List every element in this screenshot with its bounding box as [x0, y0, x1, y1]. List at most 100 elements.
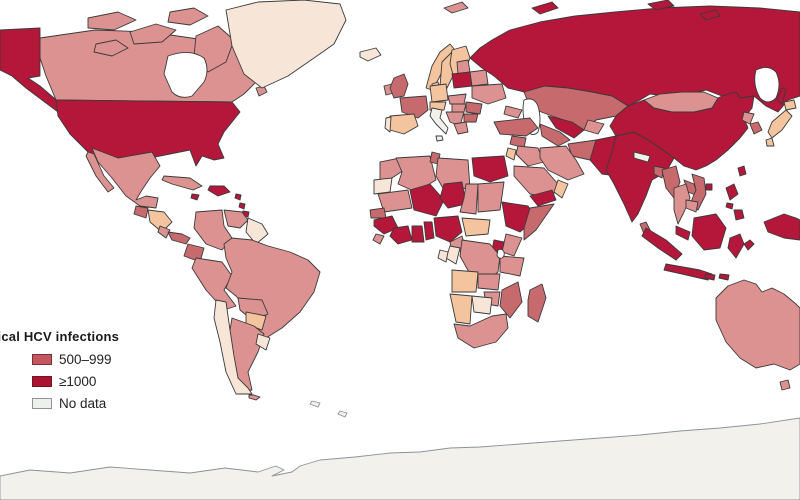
region-hispaniola [207, 185, 231, 197]
region-guinea [373, 215, 399, 235]
region-jordan-israel [505, 147, 517, 161]
region-chile [213, 299, 253, 395]
region-mozambique [499, 281, 523, 319]
region-ukraine [471, 83, 507, 105]
legend-item-no-data: No data [32, 396, 119, 411]
region-kenya [501, 233, 523, 257]
region-sierra-leone [372, 233, 385, 245]
region-congo [445, 245, 461, 265]
region-lesser-sunda-2 [718, 273, 730, 281]
region-hungary [451, 103, 467, 113]
region-chad [459, 183, 479, 215]
region-romania [465, 101, 483, 115]
region-nigeria [433, 215, 463, 243]
region-oman [553, 179, 569, 199]
region-canada-arctic-2 [129, 23, 177, 45]
region-sudan [477, 181, 505, 213]
region-cuba [161, 175, 203, 191]
region-hainan [705, 183, 713, 191]
region-belarus [469, 69, 489, 87]
region-somalia [523, 203, 555, 241]
region-philippines-mindanao [733, 209, 745, 221]
region-canada-arctic-1 [87, 11, 137, 31]
legend-label-no-data: No data [59, 396, 107, 411]
region-sicily [435, 135, 444, 142]
region-france [399, 95, 429, 119]
region-costa-rica [157, 225, 171, 239]
region-japan-hokkaido [783, 99, 797, 111]
region-falklands [248, 394, 261, 401]
region-tanzania [499, 255, 525, 277]
region-mali [409, 183, 445, 217]
region-namibia [449, 293, 473, 325]
region-senegal [369, 207, 387, 219]
region-moluccas [743, 239, 755, 251]
legend-label-1000plus: ≥1000 [59, 374, 97, 389]
region-thailand [673, 183, 691, 225]
region-uruguay [255, 333, 271, 351]
region-central-african-republic [461, 217, 491, 237]
hudson-bay [163, 52, 208, 98]
region-canada-arctic-4 [93, 39, 129, 57]
region-iran [539, 145, 585, 181]
region-uk [389, 73, 409, 99]
region-nepal [633, 151, 651, 163]
region-lesser-antilles-2 [238, 202, 246, 210]
region-antarctica [0, 417, 800, 500]
lake-victoria [496, 248, 505, 259]
region-yemen [529, 189, 557, 207]
region-poland [451, 71, 473, 89]
region-iraq [515, 145, 545, 167]
region-caucasus [503, 105, 523, 119]
region-bulgaria [463, 113, 479, 123]
region-south-korea [749, 121, 763, 135]
region-philippines-luzon [725, 183, 739, 201]
region-japan-kyushu [765, 137, 775, 147]
region-new-siberian-islands [699, 9, 721, 21]
region-guyanas [245, 217, 269, 245]
region-jamaica [190, 193, 200, 201]
region-novaya-zemlya [531, 1, 559, 15]
region-mexico [91, 147, 161, 209]
legend-item-500-999: 500–999 [32, 352, 119, 367]
region-south-sandwich [337, 410, 348, 418]
legend-swatch-1000plus [32, 376, 52, 387]
region-greenland [225, 0, 347, 89]
region-venezuela [223, 209, 249, 229]
region-severnaya-zemlya [647, 0, 675, 11]
region-south-africa [453, 313, 509, 349]
legend-label-500-999: 500–999 [59, 352, 112, 367]
legend-swatch-no-data [32, 398, 52, 409]
region-kyrgyzstan-tajikistan [583, 119, 605, 135]
legend-item-1000plus: ≥1000 [32, 374, 119, 389]
region-togo-benin [423, 221, 435, 241]
region-germany [429, 83, 449, 103]
region-uzbekistan [547, 115, 585, 139]
region-panama [167, 231, 191, 245]
region-sumatra [641, 227, 683, 261]
region-spain [389, 113, 419, 135]
region-peru [191, 257, 237, 311]
region-tasmania [779, 379, 791, 391]
region-lesser-antilles-1 [234, 193, 242, 201]
region-greece [453, 121, 469, 135]
region-south-georgia [309, 400, 321, 408]
region-ghana [411, 225, 425, 243]
region-egypt [471, 155, 509, 183]
region-canada-arctic-3 [167, 7, 209, 26]
region-sakhalin [776, 87, 787, 105]
region-madagascar [527, 283, 547, 323]
region-niger [439, 181, 467, 209]
sea-of-okhotsk [754, 67, 780, 103]
legend-title: tical HCV infections [0, 329, 120, 344]
region-bangladesh [653, 165, 665, 179]
region-usa [55, 99, 241, 167]
region-cambodia [685, 199, 699, 213]
region-guatemala [133, 205, 149, 219]
region-botswana [471, 295, 493, 315]
region-mongolia [643, 91, 719, 113]
region-portugal [384, 116, 392, 133]
region-mauritania [377, 189, 413, 213]
